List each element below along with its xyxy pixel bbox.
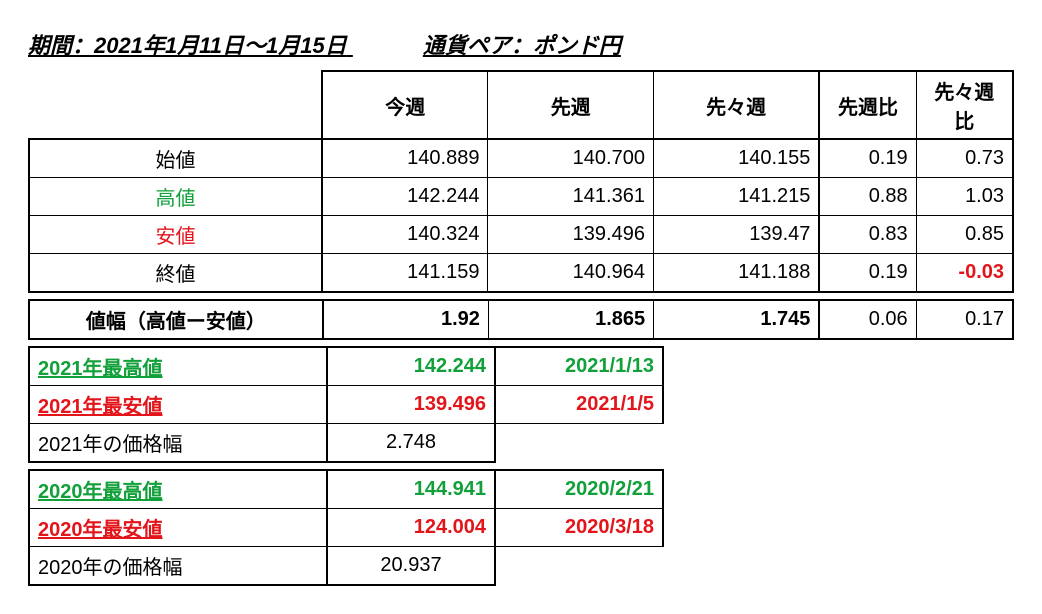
cell: 2020/3/18 (495, 509, 663, 547)
cell: 140.700 (488, 139, 653, 178)
range-table: 値幅（高値ー安値） 1.92 1.865 1.745 0.06 0.17 (28, 299, 1014, 340)
cell: 0.19 (819, 254, 916, 293)
cell: 0.19 (819, 139, 916, 178)
table-header-row: 今週 先週 先々週 先週比 先々週比 (29, 71, 1013, 139)
cell: 141.361 (488, 178, 653, 216)
cell: 0.06 (819, 300, 916, 339)
y2020-low-label: 2020年最安値 (29, 509, 327, 547)
y2021-high-label: 2021年最高値 (29, 347, 327, 386)
cell: 140.155 (653, 139, 819, 178)
year-2020-table: 2020年最高値 144.941 2020/2/21 2020年最安値 124.… (28, 469, 664, 586)
table-row: 2021年最高値 142.244 2021/1/13 (29, 347, 663, 386)
cell: 2021/1/13 (495, 347, 663, 386)
cell: 140.324 (322, 216, 488, 254)
main-table: 今週 先週 先々週 先週比 先々週比 始値 140.889 140.700 14… (28, 70, 1014, 293)
cell: 0.17 (916, 300, 1013, 339)
cell: 141.159 (322, 254, 488, 293)
cell: 139.496 (327, 386, 495, 424)
table-row: 安値 140.324 139.496 139.47 0.83 0.85 (29, 216, 1013, 254)
cell: 140.964 (488, 254, 653, 293)
cell: 0.85 (916, 216, 1013, 254)
table-row: 2020年最高値 144.941 2020/2/21 (29, 470, 663, 509)
row-label-range: 値幅（高値ー安値） (29, 300, 323, 339)
pair-label: 通貨ペア：ポンド円 (423, 33, 621, 58)
row-label-high: 高値 (29, 178, 322, 216)
header-line: 期間：2021年1月11日～1月15日 通貨ペア：ポンド円 (28, 28, 1014, 60)
table-row: 2021年の価格幅 2.748 (29, 424, 663, 463)
row-label-close: 終値 (29, 254, 322, 293)
cell: 139.496 (488, 216, 653, 254)
y2020-range-label: 2020年の価格幅 (29, 547, 327, 586)
row-label-low: 安値 (29, 216, 322, 254)
table-row: 2020年最安値 124.004 2020/3/18 (29, 509, 663, 547)
cell: 1.745 (654, 300, 820, 339)
cell: 140.889 (322, 139, 488, 178)
y2021-range-label: 2021年の価格幅 (29, 424, 327, 463)
cell: 141.215 (653, 178, 819, 216)
cell: 144.941 (327, 470, 495, 509)
cell: 139.47 (653, 216, 819, 254)
col-prev: 先週 (488, 71, 653, 139)
table-row: 高値 142.244 141.361 141.215 0.88 1.03 (29, 178, 1013, 216)
cell: 0.83 (819, 216, 916, 254)
y2021-low-label: 2021年最安値 (29, 386, 327, 424)
cell: 20.937 (327, 547, 495, 586)
col-d1: 先週比 (819, 71, 916, 139)
cell: 1.865 (488, 300, 653, 339)
period-label: 期間：2021年1月11日～1月15日 (28, 33, 347, 58)
table-row: 2020年の価格幅 20.937 (29, 547, 663, 586)
row-label-open: 始値 (29, 139, 322, 178)
col-this: 今週 (322, 71, 488, 139)
cell: 1.03 (916, 178, 1013, 216)
year-2021-table: 2021年最高値 142.244 2021/1/13 2021年最安値 139.… (28, 346, 664, 463)
cell: 2020/2/21 (495, 470, 663, 509)
cell: 2021/1/5 (495, 386, 663, 424)
cell: 141.188 (653, 254, 819, 293)
cell: 124.004 (327, 509, 495, 547)
cell: -0.03 (916, 254, 1013, 293)
table-row: 2021年最安値 139.496 2021/1/5 (29, 386, 663, 424)
cell: 0.88 (819, 178, 916, 216)
table-row: 終値 141.159 140.964 141.188 0.19 -0.03 (29, 254, 1013, 293)
cell: 0.73 (916, 139, 1013, 178)
table-row: 始値 140.889 140.700 140.155 0.19 0.73 (29, 139, 1013, 178)
cell: 1.92 (323, 300, 489, 339)
y2020-high-label: 2020年最高値 (29, 470, 327, 509)
table-row: 値幅（高値ー安値） 1.92 1.865 1.745 0.06 0.17 (29, 300, 1013, 339)
cell: 2.748 (327, 424, 495, 463)
col-d2: 先々週比 (916, 71, 1013, 139)
cell: 142.244 (322, 178, 488, 216)
cell: 142.244 (327, 347, 495, 386)
col-prev2: 先々週 (653, 71, 819, 139)
